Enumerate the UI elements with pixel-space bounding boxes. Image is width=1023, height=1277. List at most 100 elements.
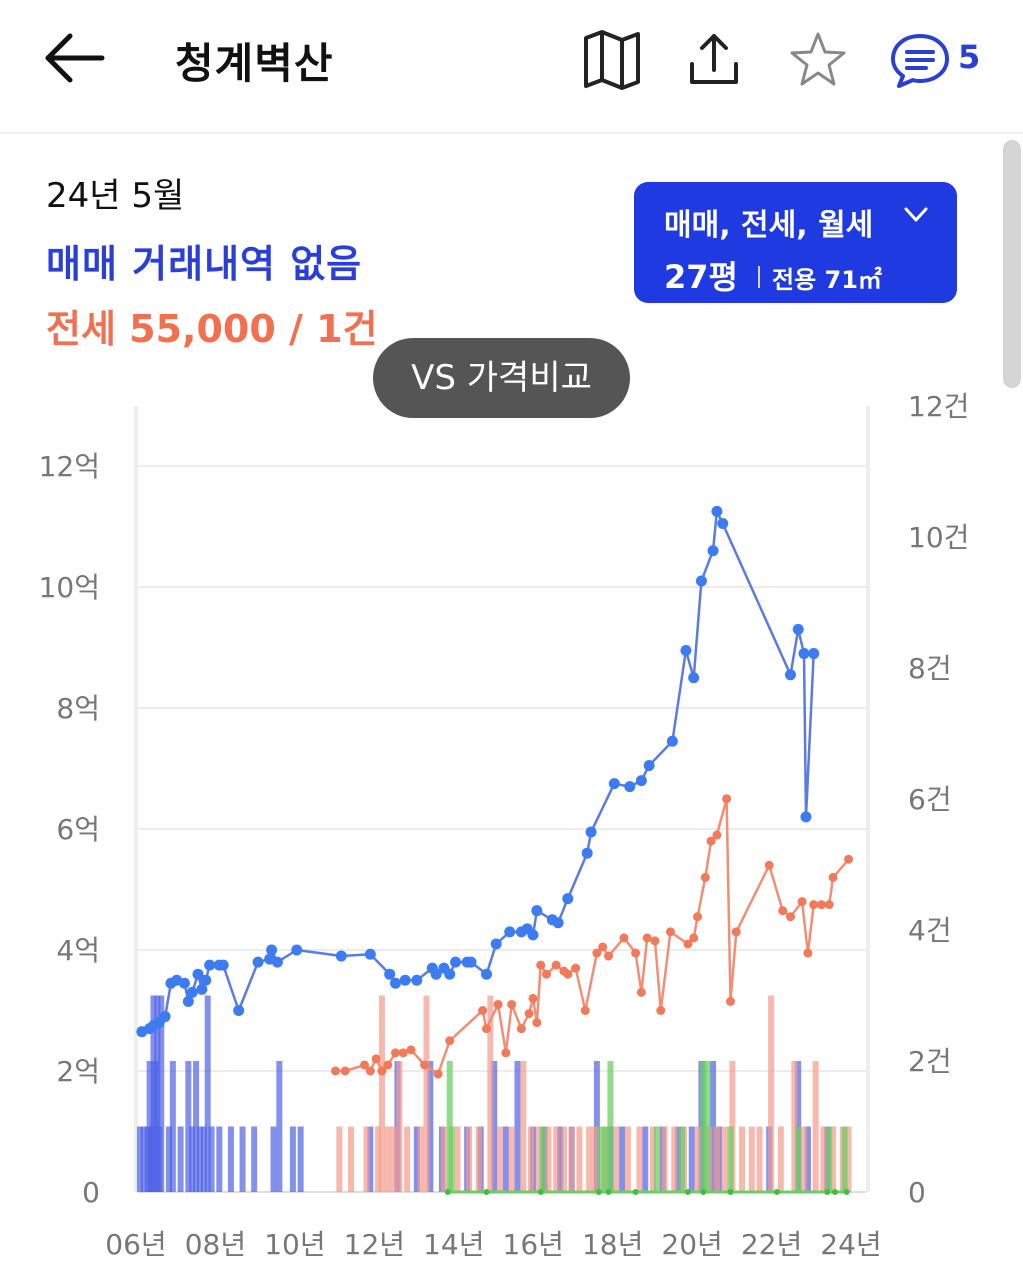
jeonse-price-point[interactable] xyxy=(665,927,675,937)
monthly-price-point[interactable] xyxy=(595,1189,602,1195)
jeonse-price-point[interactable] xyxy=(706,836,716,846)
monthly-price-point[interactable] xyxy=(773,1189,780,1195)
comment-count[interactable]: 5 xyxy=(958,38,981,76)
sale-price-point[interactable] xyxy=(688,672,700,684)
jeonse-price-point[interactable] xyxy=(816,900,826,910)
sale-price-point[interactable] xyxy=(707,545,719,557)
jeonse-price-point[interactable] xyxy=(501,1048,511,1058)
sale-price-point[interactable] xyxy=(798,648,810,660)
monthly-price-point[interactable] xyxy=(605,1189,612,1195)
sale-price-point[interactable] xyxy=(792,623,804,635)
jeonse-price-point[interactable] xyxy=(371,1054,381,1064)
price-chart[interactable]: 0 2억 4억 6억 8억 10억 12억 0 2건 4건 6건 8건 10건 12건 06년 08년 10년 1… xyxy=(0,390,1023,1277)
jeonse-price-point[interactable] xyxy=(642,933,652,943)
monthly-price-point[interactable] xyxy=(832,1189,839,1195)
map-icon[interactable] xyxy=(580,28,644,92)
jeonse-price-point[interactable] xyxy=(340,1066,350,1076)
sale-price-point[interactable] xyxy=(266,944,278,956)
jeonse-price-point[interactable] xyxy=(563,969,573,979)
sale-price-point[interactable] xyxy=(252,956,264,968)
jeonse-price-point[interactable] xyxy=(828,872,838,882)
jeonse-price-point[interactable] xyxy=(803,948,813,958)
jeonse-price-point[interactable] xyxy=(693,912,703,922)
sale-price-point[interactable] xyxy=(562,893,574,905)
sale-price-point[interactable] xyxy=(608,778,620,790)
sale-price-point[interactable] xyxy=(399,974,411,986)
monthly-price-point[interactable] xyxy=(537,1189,544,1195)
jeonse-price-point[interactable] xyxy=(398,1048,408,1058)
sale-price-point[interactable] xyxy=(186,986,198,998)
monthly-price-point[interactable] xyxy=(843,1189,850,1195)
jeonse-price-point[interactable] xyxy=(528,993,538,1003)
sale-price-point[interactable] xyxy=(624,781,636,793)
sale-price-point[interactable] xyxy=(450,956,462,968)
star-icon[interactable] xyxy=(786,28,850,92)
sale-price-point[interactable] xyxy=(585,826,597,838)
jeonse-price-point[interactable] xyxy=(482,1024,492,1034)
sale-price-point[interactable] xyxy=(695,575,707,587)
sale-price-point[interactable] xyxy=(808,648,820,660)
comment-icon[interactable] xyxy=(888,28,952,92)
sale-price-point[interactable] xyxy=(335,950,347,962)
share-icon[interactable] xyxy=(682,28,746,92)
jeonse-price-point[interactable] xyxy=(478,1006,488,1015)
jeonse-price-point[interactable] xyxy=(700,872,710,882)
sale-price-point[interactable] xyxy=(291,944,303,956)
jeonse-price-point[interactable] xyxy=(571,963,581,973)
jeonse-price-point[interactable] xyxy=(360,1060,370,1070)
sale-price-point[interactable] xyxy=(233,1005,245,1016)
jeonse-price-point[interactable] xyxy=(785,912,795,922)
sale-price-point[interactable] xyxy=(527,929,539,941)
jeonse-price-point[interactable] xyxy=(712,830,722,840)
jeonse-price-point[interactable] xyxy=(592,948,602,958)
jeonse-price-point[interactable] xyxy=(844,854,854,864)
sale-price-point[interactable] xyxy=(800,811,812,823)
jeonse-price-point[interactable] xyxy=(656,1006,666,1015)
jeonse-price-point[interactable] xyxy=(377,1066,387,1076)
jeonse-price-point[interactable] xyxy=(631,948,641,958)
monthly-price-point[interactable] xyxy=(700,1189,707,1195)
vs-compare-button[interactable]: VS 가격비교 xyxy=(373,338,630,418)
sale-price-point[interactable] xyxy=(680,645,692,657)
monthly-price-point[interactable] xyxy=(684,1189,691,1195)
jeonse-price-point[interactable] xyxy=(445,1036,455,1046)
sale-price-point[interactable] xyxy=(465,956,477,968)
jeonse-price-point[interactable] xyxy=(542,969,552,979)
sale-price-point[interactable] xyxy=(643,759,655,771)
sale-price-point[interactable] xyxy=(430,968,442,980)
jeonse-price-point[interactable] xyxy=(524,1009,534,1019)
sale-price-point[interactable] xyxy=(784,669,796,681)
jeonse-price-point[interactable] xyxy=(619,933,629,943)
jeonse-price-point[interactable] xyxy=(650,936,660,946)
jeonse-price-point[interactable] xyxy=(689,933,699,943)
monthly-price-point[interactable] xyxy=(727,1189,734,1195)
back-arrow-icon[interactable] xyxy=(40,30,110,86)
sale-price-point[interactable] xyxy=(384,968,396,980)
sale-price-point[interactable] xyxy=(200,974,212,986)
jeonse-price-point[interactable] xyxy=(433,1069,443,1079)
jeonse-price-point[interactable] xyxy=(778,906,788,916)
sale-price-point[interactable] xyxy=(192,968,204,980)
jeonse-price-point[interactable] xyxy=(420,1060,430,1070)
jeonse-price-point[interactable] xyxy=(764,860,774,870)
jeonse-price-point[interactable] xyxy=(636,987,646,997)
jeonse-price-point[interactable] xyxy=(551,960,561,970)
jeonse-price-point[interactable] xyxy=(330,1066,340,1076)
sale-price-point[interactable] xyxy=(581,847,593,859)
jeonse-price-point[interactable] xyxy=(536,960,546,970)
monthly-price-point[interactable] xyxy=(824,1189,831,1195)
sale-price-point[interactable] xyxy=(411,974,423,986)
jeonse-price-point[interactable] xyxy=(809,900,819,910)
sale-price-point[interactable] xyxy=(204,959,216,971)
jeonse-price-point[interactable] xyxy=(391,1048,401,1058)
sale-price-point[interactable] xyxy=(666,735,678,747)
sale-price-point[interactable] xyxy=(504,926,516,938)
jeonse-price-point[interactable] xyxy=(406,1045,416,1055)
sale-price-point[interactable] xyxy=(635,775,647,787)
scrollbar[interactable] xyxy=(1003,140,1021,388)
jeonse-price-point[interactable] xyxy=(580,1006,590,1015)
jeonse-price-point[interactable] xyxy=(598,942,608,952)
jeonse-price-point[interactable] xyxy=(383,1060,393,1070)
jeonse-price-point[interactable] xyxy=(797,897,807,907)
jeonse-price-point[interactable] xyxy=(731,927,741,937)
